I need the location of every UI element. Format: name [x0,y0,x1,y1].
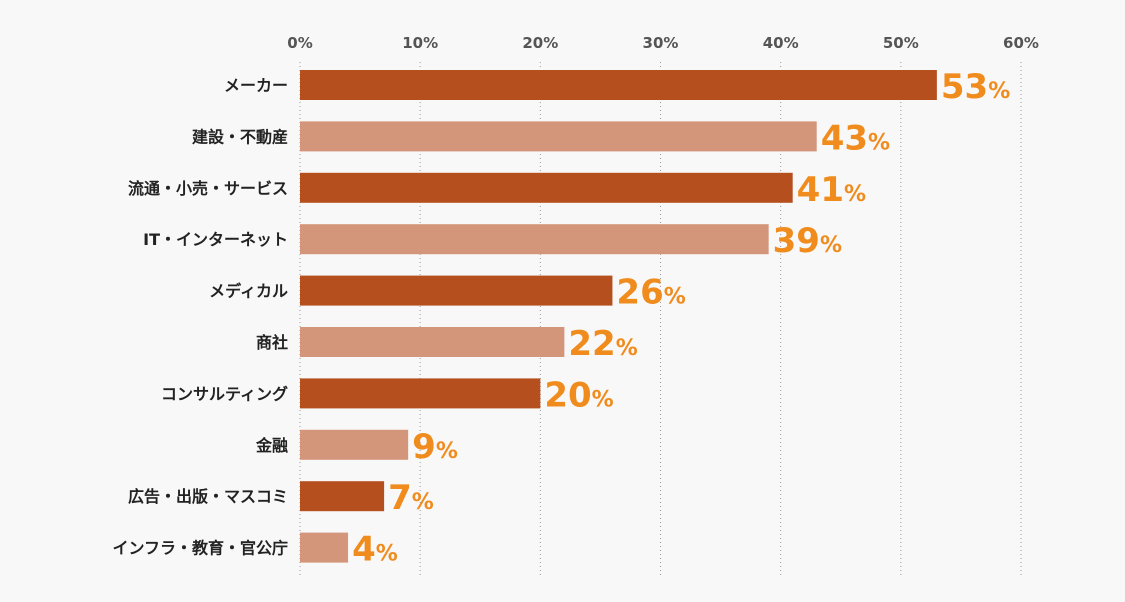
value-number: 41 [797,170,844,210]
value-number: 20 [544,375,591,415]
x-tick-label: 60% [1003,34,1039,52]
x-tick-label: 40% [763,34,799,52]
value-label: 20% [544,375,613,415]
bar [300,275,613,306]
value-number: 7 [388,478,412,518]
value-percent-sign: % [592,387,614,412]
value-percent-sign: % [436,439,458,464]
value-percent-sign: % [868,130,890,155]
value-percent-sign: % [988,79,1010,104]
category-label: IT・インターネット [143,230,288,249]
value-number: 53 [941,67,988,107]
x-tick-label: 10% [402,34,438,52]
category-label: 金融 [255,436,288,455]
value-label: 26% [616,273,685,313]
bar [300,327,565,357]
value-percent-sign: % [412,490,434,515]
value-percent-sign: % [616,336,638,361]
value-label: 4% [352,530,398,570]
bar [300,172,793,203]
value-number: 43 [821,118,868,158]
x-tick-label: 0% [287,34,312,52]
x-tick-label: 50% [883,34,919,52]
category-label: 商社 [256,333,288,352]
bar [300,532,349,563]
category-label: インフラ・教育・官公庁 [112,539,288,558]
value-number: 26 [616,273,663,313]
value-label: 43% [821,118,890,158]
value-label: 7% [388,478,434,518]
category-label: メーカー [224,76,288,95]
category-label: 建設・不動産 [192,127,288,146]
value-label: 22% [568,324,637,364]
x-tick-label: 20% [522,34,558,52]
value-number: 4 [352,530,376,570]
value-percent-sign: % [844,182,866,207]
category-label: 流通・小売・サービス [128,179,288,198]
category-label: 広告・出版・マスコミ [128,487,288,506]
value-number: 9 [412,427,436,467]
value-percent-sign: % [820,233,842,258]
value-label: 9% [412,427,458,467]
value-label: 41% [797,170,866,210]
category-label: メディカル [209,282,288,301]
value-percent-sign: % [376,542,398,567]
category-label: コンサルティング [161,384,288,403]
bar [300,378,541,409]
value-number: 39 [773,221,820,261]
value-label: 53% [941,67,1010,107]
bar [300,224,769,255]
bar [300,121,817,152]
value-number: 22 [568,324,615,364]
value-percent-sign: % [664,285,686,310]
bar [300,481,385,512]
x-tick-label: 30% [643,34,679,52]
value-label: 39% [773,221,842,261]
bar [300,70,937,100]
bar [300,429,409,460]
